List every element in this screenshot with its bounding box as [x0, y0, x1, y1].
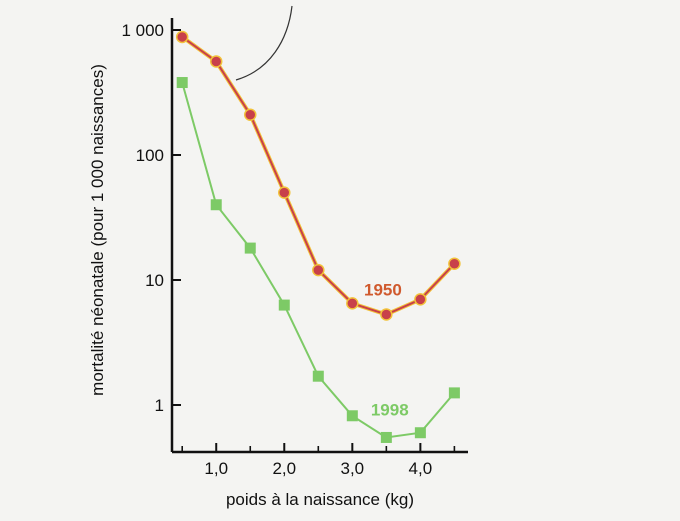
- axes: 1 10 100 1 000 1,0 2,0 3,0 4,0: [121, 18, 468, 478]
- series-1998-point: [312, 370, 324, 382]
- series-1950-point: [209, 55, 223, 68]
- series-1998-point: [278, 299, 290, 311]
- series-1998-point: [210, 199, 222, 211]
- series-label-1998: 1998: [371, 400, 409, 419]
- y-tick-label: 10: [145, 271, 164, 290]
- x-tick-label: 1,0: [204, 459, 228, 478]
- series-1998-line: [181, 82, 456, 439]
- series-layer: 1950 1998: [175, 30, 461, 443]
- series-1950-point: [278, 186, 291, 199]
- y-tick-label: 1 000: [121, 21, 164, 40]
- series-1998-point: [176, 77, 188, 89]
- y-axis-title: mortalité néonatale (pour 1 000 naissanc…: [88, 64, 107, 396]
- series-1998-point: [244, 242, 256, 254]
- series-1950-point: [448, 257, 461, 270]
- series-1998-point: [414, 427, 426, 439]
- series-1998-point: [346, 410, 358, 422]
- series-1998-point: [380, 431, 392, 443]
- x-tick-label: 2,0: [272, 459, 296, 478]
- x-axis-title: poids à la naissance (kg): [226, 490, 414, 509]
- y-tick-label: 100: [136, 146, 164, 165]
- series-1950-point: [312, 263, 325, 277]
- series-label-1950: 1950: [364, 280, 402, 299]
- series-1950-point: [414, 293, 427, 306]
- series-1950-point: [244, 108, 257, 121]
- series-1950-point: [380, 308, 393, 321]
- series-1950-point: [175, 30, 189, 44]
- decorative-curve: [235, 5, 293, 81]
- y-tick-label: 1: [155, 396, 164, 415]
- series-1950-point: [346, 297, 359, 310]
- x-tick-label: 4,0: [409, 459, 433, 478]
- series-1998-point: [448, 387, 460, 399]
- x-tick-label: 3,0: [341, 459, 365, 478]
